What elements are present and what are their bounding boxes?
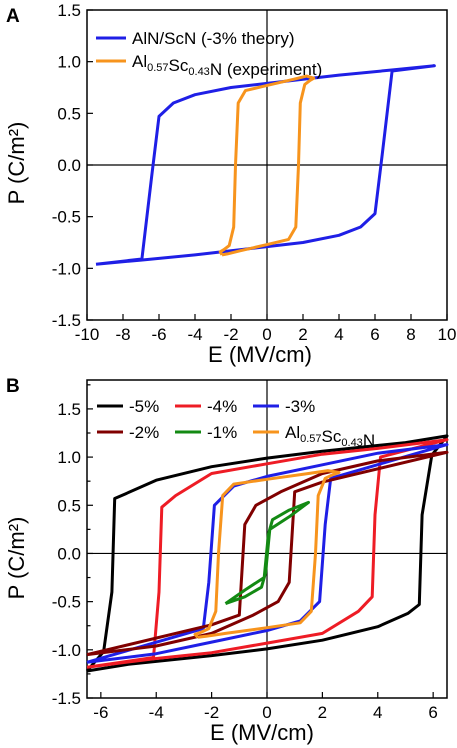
y-tick-label: -1.0 <box>52 641 81 660</box>
series-line-1 <box>85 434 449 673</box>
legend-entry-label: -5% <box>129 397 159 416</box>
x-tick-label: 0 <box>262 703 271 722</box>
panel-b-y-axis-title: P (C/m²) <box>4 517 29 600</box>
y-tick-label: 1.0 <box>57 448 81 467</box>
series-line-5 <box>224 500 310 606</box>
y-tick-label: -1.5 <box>52 689 81 708</box>
x-tick-label: -2 <box>204 703 219 722</box>
panel-b-plot-area <box>85 379 449 699</box>
panel-b-y-ticks: -1.5 -1.0 -0.5 0.0 0.5 1.0 1.5 <box>52 384 93 708</box>
legend-entry-label: -2% <box>129 423 159 442</box>
panel-b-label: B <box>6 376 20 397</box>
panel-a-y-ticks: -1.5 -1.0 -0.5 0.0 0.5 1.0 1.5 <box>52 1 93 330</box>
y-tick-label: 1.0 <box>57 53 81 72</box>
y-tick-label: 0.0 <box>57 156 81 175</box>
legend-entry-label: -3% <box>285 397 315 416</box>
series-line-2 <box>86 438 449 669</box>
x-tick-label: -4 <box>187 325 202 344</box>
legend-entry-label: -4% <box>207 397 237 416</box>
y-tick-label: -0.5 <box>52 208 81 227</box>
legend-entry-label: -1% <box>207 423 237 442</box>
panel-a-x-axis-title: E (MV/cm) <box>208 342 312 367</box>
panel-a: A -10 -8 -6 -4 -2 0 2 4 6 8 10 -1.5 -1.0 -0.5 0.0 0.5 1… <box>4 1 456 367</box>
y-tick-label: 0.5 <box>57 496 81 515</box>
legend-entry-label: Al0.57Sc0.43N (experiment) <box>132 52 322 79</box>
y-tick-label: -1.5 <box>52 311 81 330</box>
x-tick-label: 0 <box>262 325 271 344</box>
panel-a-x-ticks: -10 -8 -6 -4 -2 0 2 4 6 8 10 <box>75 314 457 344</box>
x-tick-label: -4 <box>149 703 164 722</box>
x-tick-label: 2 <box>298 325 307 344</box>
panel-a-label: A <box>6 6 20 27</box>
y-tick-label: 0.5 <box>57 104 81 123</box>
series-line-6 <box>193 469 341 639</box>
panel-b-legend: -5% -4% -3% -2% -1% Al0.57Sc0.43N <box>97 397 375 450</box>
panel-b: B -6 -4 -2 0 2 4 6 -1.5 -1.0 -0.5 0.0 0.5 1.0 1.5 E … <box>4 376 449 745</box>
legend-entry-label: AlN/ScN (-3% theory) <box>132 29 294 48</box>
y-tick-label: 0.0 <box>57 544 81 563</box>
series-line-2 <box>218 74 316 257</box>
x-tick-label: -6 <box>93 703 108 722</box>
panel-a-y-axis-title: P (C/m²) <box>4 122 29 205</box>
panel-b-x-ticks: -6 -4 -2 0 2 4 6 <box>93 692 438 722</box>
series-line-3 <box>86 443 449 664</box>
x-tick-label: -8 <box>115 325 130 344</box>
x-tick-label: 4 <box>334 325 343 344</box>
x-tick-label: 8 <box>406 325 415 344</box>
series-line-1 <box>95 64 436 266</box>
x-tick-label: -6 <box>151 325 166 344</box>
x-tick-label: 6 <box>370 325 379 344</box>
y-tick-label: 1.5 <box>57 400 81 419</box>
panel-a-legend: AlN/ScN (-3% theory) Al0.57Sc0.43N (exper… <box>96 29 322 79</box>
x-tick-label: 2 <box>318 703 327 722</box>
y-tick-label: -1.0 <box>52 259 81 278</box>
x-tick-label: -2 <box>223 325 238 344</box>
x-tick-label: 10 <box>438 325 457 344</box>
y-tick-label: 1.5 <box>57 1 81 20</box>
panel-b-x-axis-title: E (MV/cm) <box>210 720 314 745</box>
series-line-4 <box>86 450 449 657</box>
x-tick-label: 6 <box>428 703 437 722</box>
legend-entry-label: Al0.57Sc0.43N <box>285 423 375 450</box>
y-tick-label: -0.5 <box>52 593 81 612</box>
x-tick-label: -10 <box>75 325 100 344</box>
x-tick-label: 4 <box>373 703 382 722</box>
